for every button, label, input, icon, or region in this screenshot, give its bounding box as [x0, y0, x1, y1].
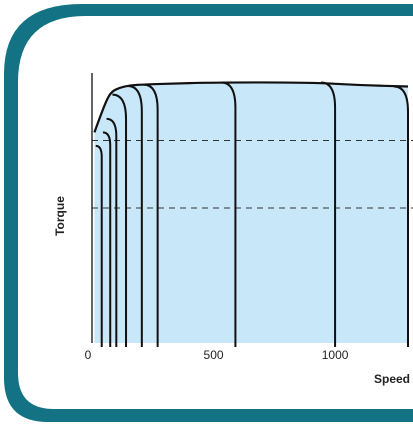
cutoff-curve-3 [106, 117, 118, 347]
cutoff-curve-4 [112, 93, 128, 347]
torque-envelope-line [93, 81, 409, 133]
x-tick-label: 1000 [322, 348, 349, 362]
cutoff-curve-1 [95, 144, 103, 347]
x-tick-label: 500 [204, 348, 224, 362]
x-axis-label: Speed [374, 372, 410, 386]
reference-lines [92, 140, 413, 209]
torque-envelope-area [94, 82, 408, 343]
y-axis-label: Torque [53, 196, 67, 236]
cutoff-curve-2 [102, 131, 112, 347]
x-tick-label: 0 [85, 348, 92, 362]
x-axis-ticks: 0 500 1000 [85, 348, 349, 362]
